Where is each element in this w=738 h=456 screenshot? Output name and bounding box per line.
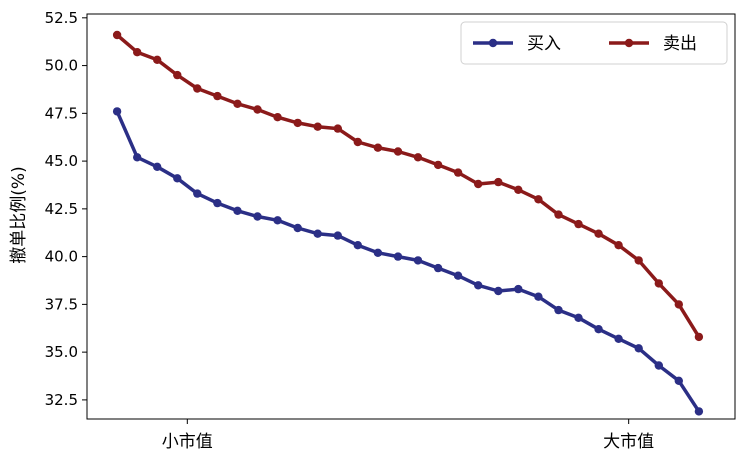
data-point xyxy=(112,107,122,116)
data-point xyxy=(153,55,162,64)
data-point xyxy=(534,292,543,301)
data-point xyxy=(273,216,282,225)
data-point xyxy=(253,212,262,221)
y-tick-label: 47.5 xyxy=(45,104,78,122)
series-buy xyxy=(112,107,704,416)
legend: 买入 卖出 xyxy=(460,21,728,65)
data-point xyxy=(293,118,302,128)
data-point xyxy=(173,70,182,80)
y-tick-label: 40.0 xyxy=(45,248,78,266)
legend-label: 买入 xyxy=(527,34,561,54)
series-line xyxy=(115,33,701,339)
data-point xyxy=(574,219,583,229)
data-point xyxy=(694,332,704,342)
data-point xyxy=(393,252,403,261)
y-tick-label: 45.0 xyxy=(45,152,78,170)
data-point xyxy=(373,143,383,152)
data-point xyxy=(554,210,563,219)
data-point xyxy=(173,174,182,183)
y-tick-label: 50.0 xyxy=(45,57,78,75)
legend-item-buy: 买入 xyxy=(473,34,561,54)
legend-marker xyxy=(488,38,498,48)
data-point xyxy=(213,91,222,101)
legend-item-sell: 卖出 xyxy=(609,34,697,54)
data-point xyxy=(433,263,443,273)
data-point xyxy=(453,271,463,280)
y-tick-label: 35.0 xyxy=(45,343,78,361)
y-axis-label: 撤单比例(%) xyxy=(9,166,29,263)
legend-marker xyxy=(624,38,634,48)
data-point xyxy=(614,334,623,343)
data-point xyxy=(433,160,443,170)
x-tick-label: 大市值 xyxy=(603,432,654,452)
data-point xyxy=(494,177,503,187)
data-point xyxy=(494,286,503,296)
data-point xyxy=(413,256,423,265)
data-point xyxy=(353,241,362,250)
y-tick-label: 32.5 xyxy=(45,391,78,409)
data-point xyxy=(574,313,583,322)
series-sell xyxy=(112,30,704,342)
data-point xyxy=(674,300,683,309)
data-point xyxy=(193,189,202,198)
data-point xyxy=(534,195,543,204)
data-point xyxy=(634,344,643,353)
data-point xyxy=(474,179,483,189)
data-point xyxy=(373,248,383,257)
data-point xyxy=(393,147,403,156)
data-point xyxy=(514,284,523,294)
data-point xyxy=(634,256,643,265)
data-point xyxy=(614,241,623,250)
data-point xyxy=(233,99,242,109)
data-point xyxy=(694,407,704,416)
data-point xyxy=(233,206,242,215)
data-point xyxy=(353,137,362,147)
data-point xyxy=(253,105,262,114)
data-point xyxy=(594,325,603,334)
data-point xyxy=(413,153,423,162)
data-point xyxy=(293,223,302,233)
data-point xyxy=(333,124,342,133)
legend-label: 卖出 xyxy=(663,34,697,54)
data-point xyxy=(273,113,282,122)
y-tick-label: 52.5 xyxy=(45,9,78,27)
data-point xyxy=(453,168,463,177)
legend-box xyxy=(460,21,728,65)
data-point xyxy=(112,30,122,40)
data-point xyxy=(133,48,142,57)
series-layer xyxy=(112,30,704,416)
y-tick-label: 42.5 xyxy=(45,200,78,218)
data-point xyxy=(654,361,663,370)
data-point xyxy=(594,229,603,238)
data-point xyxy=(474,281,483,290)
axes-layer: 32.5 35.0 37.5 40.0 42.5 45.0 47.5 50.0 52.5 小市值 大… xyxy=(45,9,736,452)
data-point xyxy=(213,198,222,208)
data-point xyxy=(514,185,523,194)
data-point xyxy=(333,231,342,240)
data-point xyxy=(674,376,683,385)
plot-frame xyxy=(86,13,736,420)
data-point xyxy=(133,153,142,162)
data-point xyxy=(313,229,322,238)
series-line xyxy=(115,109,701,414)
data-point xyxy=(654,279,663,288)
data-point xyxy=(153,162,162,171)
x-tick-label: 小市值 xyxy=(162,432,213,452)
data-point xyxy=(193,84,202,93)
data-point xyxy=(313,122,322,131)
y-tick-label: 37.5 xyxy=(45,295,78,313)
data-point xyxy=(554,305,563,315)
